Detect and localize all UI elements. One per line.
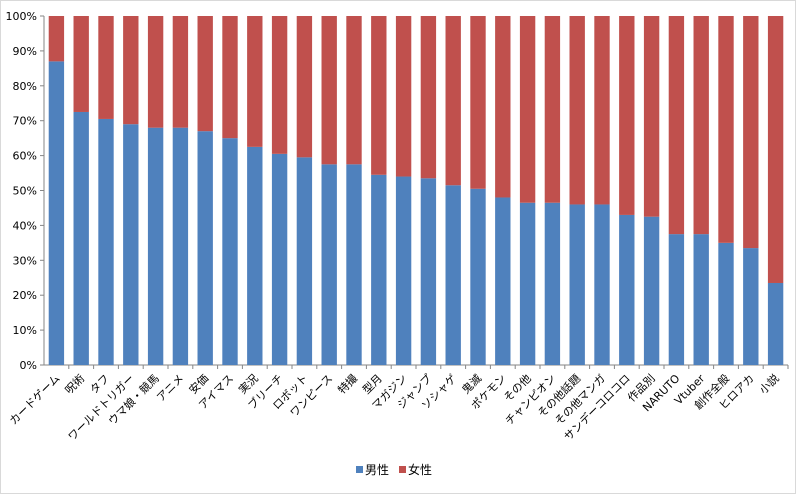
x-tick-label: カードゲーム xyxy=(7,372,63,428)
y-tick-label: 10% xyxy=(13,324,37,337)
bar-female xyxy=(247,16,263,147)
bar-male xyxy=(668,234,685,365)
bar-male xyxy=(123,124,139,365)
bar-male xyxy=(321,164,337,365)
x-tick-label: アニメ xyxy=(154,372,186,404)
bar-female xyxy=(172,16,189,128)
bar-male xyxy=(247,146,263,365)
bar-male xyxy=(98,118,114,365)
y-tick-label: 50% xyxy=(13,185,37,198)
bar-female xyxy=(395,16,412,177)
bar-male xyxy=(594,204,610,365)
bar-female xyxy=(693,16,709,235)
bar-female xyxy=(197,16,213,132)
bar-female xyxy=(668,16,685,235)
bar-male xyxy=(643,216,660,365)
x-tick-label: 特撮 xyxy=(335,371,360,396)
bar-male xyxy=(619,214,635,365)
bar-female xyxy=(98,16,114,119)
bar-female xyxy=(73,16,89,112)
bar-female xyxy=(594,16,610,205)
bar-male xyxy=(222,138,238,365)
legend-label-male: 男性 xyxy=(365,462,390,477)
y-tick-label: 100% xyxy=(6,10,37,23)
bar-male xyxy=(495,197,511,365)
bar-male xyxy=(172,127,189,366)
bar-male xyxy=(544,202,561,365)
bar-female xyxy=(346,16,362,165)
bar-male xyxy=(147,127,164,366)
y-tick-label: 40% xyxy=(13,219,37,232)
bar-female xyxy=(271,16,288,154)
bar-male xyxy=(519,202,536,365)
bar-female xyxy=(743,16,759,249)
bar-male xyxy=(767,282,784,365)
legend-item-male: 男性 xyxy=(356,461,389,478)
bar-female xyxy=(569,16,585,205)
y-tick-label: 70% xyxy=(13,115,37,128)
bar-female xyxy=(718,16,734,243)
legend-swatch-male xyxy=(356,465,363,473)
bar-male xyxy=(371,174,387,365)
bar-male xyxy=(743,248,759,365)
bar-male xyxy=(197,131,213,365)
bar-female xyxy=(470,16,486,189)
bar-female xyxy=(519,16,536,203)
bar-male xyxy=(445,185,461,365)
y-tick-label: 80% xyxy=(13,80,37,93)
bar-male xyxy=(569,204,585,365)
legend-label-female: 女性 xyxy=(408,462,433,477)
bar-female xyxy=(767,16,784,283)
legend-swatch-female xyxy=(399,465,407,473)
bar-male xyxy=(73,111,89,365)
bar-male xyxy=(693,234,709,365)
x-tick-label: 小説 xyxy=(756,371,781,396)
y-tick-label: 90% xyxy=(13,45,37,58)
bar-male xyxy=(470,188,486,365)
y-tick-label: 30% xyxy=(13,254,37,267)
legend: 男性 女性 xyxy=(356,461,432,477)
y-tick-label: 60% xyxy=(13,150,37,163)
y-tick-label: 0% xyxy=(20,359,37,372)
bar-female xyxy=(495,16,511,198)
bar-male xyxy=(48,61,65,366)
bar-female xyxy=(420,16,437,179)
bar-male xyxy=(420,178,437,365)
bar-male xyxy=(296,157,313,365)
bar-female xyxy=(321,16,337,165)
bar-female xyxy=(123,16,139,125)
y-tick-label: 20% xyxy=(13,289,37,302)
bar-female xyxy=(643,16,660,217)
bar-male xyxy=(395,176,412,365)
bar-female xyxy=(619,16,635,215)
bar-female xyxy=(296,16,313,158)
bar-male xyxy=(271,153,288,365)
legend-item-female: 女性 xyxy=(399,461,432,478)
bar-female xyxy=(445,16,461,186)
bar-female xyxy=(222,16,238,139)
bar-female xyxy=(544,16,561,203)
x-tick-label: 呪術 xyxy=(63,372,88,397)
bar-female xyxy=(147,16,164,128)
bar-female xyxy=(48,16,65,62)
bar-male xyxy=(346,164,362,365)
bar-female xyxy=(371,16,387,175)
bar-male xyxy=(718,242,734,365)
